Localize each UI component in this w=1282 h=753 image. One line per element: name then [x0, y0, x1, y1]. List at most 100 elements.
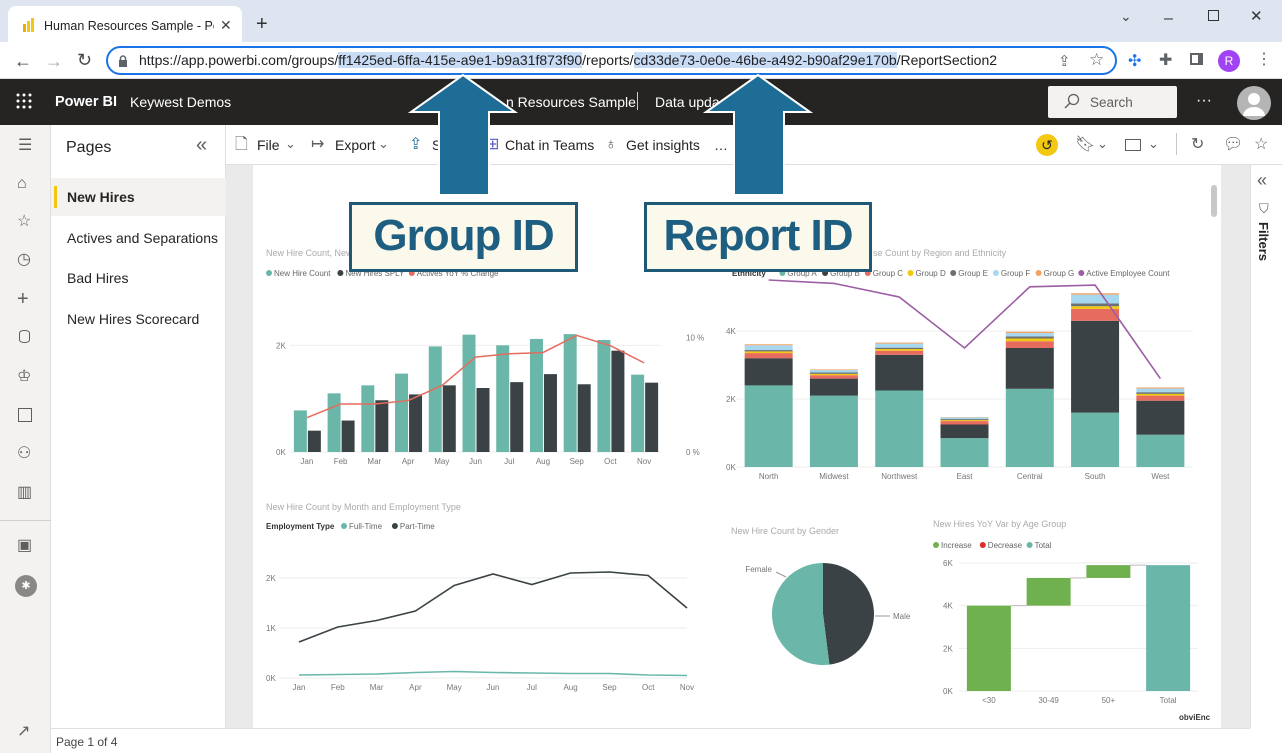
export-chevron-icon[interactable]: ⌄ [378, 136, 389, 151]
chat-in-teams-button[interactable]: Chat in Teams [505, 137, 595, 153]
chart2-bar-segment [809, 369, 858, 371]
back-icon[interactable]: ← [14, 51, 32, 71]
chart2-bar-segment [744, 385, 793, 467]
page-item-bad-hires[interactable]: Bad Hires [67, 270, 129, 286]
create-icon[interactable]: + [17, 288, 29, 310]
search-box[interactable]: Search [1048, 86, 1177, 118]
file-chevron-icon[interactable]: ⌄ [285, 136, 296, 151]
chart2-bar-segment [940, 424, 989, 439]
workspace-avatar-icon[interactable]: ✱ [15, 575, 37, 597]
header-more-icon[interactable]: ··· [1196, 92, 1212, 109]
chart4-slice [823, 563, 875, 665]
minimize-icon[interactable]: – [1164, 10, 1173, 27]
new-tab-icon[interactable]: + [256, 13, 268, 35]
chart1-legend-marker [266, 270, 272, 276]
chart1-bar-newhires [395, 373, 409, 452]
comment-icon[interactable]: 💬︎ [1223, 136, 1244, 153]
chart2-legend-marker [1078, 270, 1085, 276]
chart1-xtick: Sep [570, 457, 585, 466]
chart2-legend-label: Group A [787, 269, 817, 278]
chart2-bar-segment [744, 353, 793, 359]
learn-icon[interactable]: ▥ [17, 484, 33, 501]
chart1-line-yoy [306, 334, 645, 419]
url-suffix: /ReportSection2 [896, 52, 998, 68]
chart1-y2tick: 10 % [686, 334, 704, 343]
datasets-icon[interactable] [19, 330, 30, 343]
chart2-bar-segment [875, 342, 924, 344]
chart1-bar-sply [645, 382, 659, 452]
tab-search-chevron-icon[interactable]: ⌄ [1120, 8, 1132, 24]
browser-menu-icon[interactable]: ⋮ [1256, 51, 1272, 68]
chart4-label: Female [745, 565, 772, 574]
canvas-scrollbar[interactable] [1211, 185, 1217, 217]
chart1-bar-sply [442, 385, 456, 452]
puzzle-icon[interactable]: ✚ [1159, 52, 1173, 69]
get-insights-button[interactable]: Get insights [626, 137, 700, 153]
chart2-bar-segment [940, 421, 989, 425]
reload-icon[interactable]: ↻ [77, 50, 93, 70]
tab-close-icon[interactable]: ✕ [220, 17, 232, 33]
chart2-bar-segment [1005, 336, 1054, 339]
collapse-pages-icon[interactable]: « [196, 134, 208, 156]
share-page-icon[interactable]: ⇪ [1058, 53, 1071, 70]
workspace-name[interactable]: Keywest Demos [130, 94, 232, 110]
shared-icon[interactable]: ⚇ [17, 445, 32, 462]
sidepanel-icon[interactable] [1190, 53, 1203, 65]
powerbi-brand[interactable]: Power BI [55, 94, 118, 110]
chart1-xtick: May [434, 457, 449, 466]
favorites-icon[interactable]: ☆ [17, 213, 32, 230]
share-button[interactable]: S [432, 137, 442, 153]
view-icon[interactable] [1125, 139, 1141, 151]
chart2-bar-segment [1005, 348, 1054, 389]
expand-filters-icon[interactable]: « [1257, 170, 1268, 190]
home-icon[interactable]: ⌂ [17, 175, 27, 192]
chart1-bar-newhires [529, 338, 543, 452]
chart1-ytick: 0K [276, 448, 286, 457]
chart3-xtick: Apr [409, 683, 422, 692]
chart2-bar-segment [1071, 308, 1120, 321]
page-item-new-hires[interactable]: New Hires [67, 189, 135, 205]
url-field[interactable] [106, 46, 1117, 75]
filters-pane[interactable] [1250, 165, 1282, 728]
chart1-bar-sply [476, 388, 490, 452]
file-menu[interactable]: File [257, 137, 280, 153]
bookmark-icon[interactable]: 🔖︎ [1075, 136, 1096, 153]
chart2-bar-segment [1005, 333, 1054, 337]
chart1-bar-newhires [361, 385, 375, 452]
page-item-new-hires-scorecard[interactable]: New Hires Scorecard [67, 311, 200, 327]
bookmark-chevron-icon[interactable]: ⌄ [1097, 136, 1108, 151]
extension-icon[interactable]: ✣ [1128, 53, 1142, 70]
view-chevron-icon[interactable]: ⌄ [1148, 136, 1159, 151]
export-icon: ↦ [311, 136, 325, 153]
goals-icon[interactable]: ♔ [17, 368, 32, 385]
reset-icon[interactable]: ↺ [1036, 134, 1058, 156]
maximize-icon[interactable] [1208, 10, 1219, 21]
browser-tab[interactable] [8, 6, 242, 42]
chart3-xtick: Feb [331, 683, 345, 692]
hamburger-icon[interactable]: ☰ [18, 137, 33, 154]
chart1-bar-newhires [428, 346, 442, 452]
close-window-icon[interactable]: ✕ [1250, 8, 1263, 25]
filter-icon: ⛉ [1259, 201, 1269, 216]
forward-icon[interactable]: → [45, 51, 63, 71]
account-avatar[interactable] [1237, 86, 1271, 120]
recent-icon[interactable]: ◷ [17, 251, 31, 268]
expand-arrow-icon[interactable]: ↗ [17, 723, 31, 740]
chart2-bar-segment [744, 344, 793, 346]
refresh-icon[interactable]: ↻ [1191, 136, 1205, 153]
pages-pane [51, 125, 226, 728]
apps-icon[interactable] [18, 408, 32, 422]
chart5-legend-label: Total [1035, 541, 1052, 550]
url-text[interactable]: https://app.powerbi.com/groups/ff1425ed-… [139, 52, 997, 68]
export-menu[interactable]: Export [335, 137, 376, 153]
app-launcher-icon[interactable] [16, 93, 32, 109]
bookmark-star-icon[interactable]: ☆ [1089, 50, 1105, 69]
profile-avatar[interactable]: R [1218, 50, 1240, 72]
favorite-star-icon[interactable]: ☆ [1254, 136, 1269, 153]
workspaces-icon[interactable]: ▣ [17, 537, 33, 554]
toolbar-more-button[interactable]: … [714, 137, 728, 153]
file-icon: 🗋 [235, 136, 248, 153]
chart1-xtick: Aug [536, 457, 550, 466]
filters-label[interactable]: Filters [1256, 222, 1271, 262]
page-item-actives-separations[interactable]: Actives and Separations [67, 230, 218, 246]
